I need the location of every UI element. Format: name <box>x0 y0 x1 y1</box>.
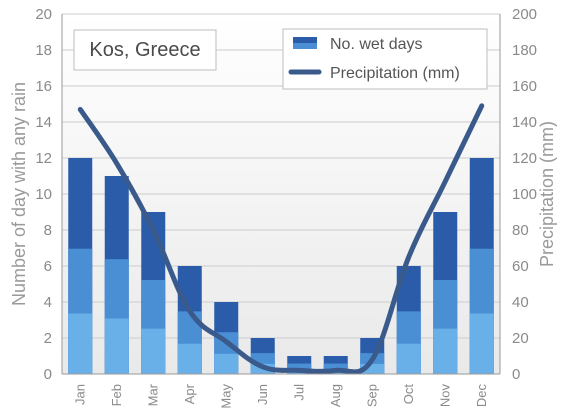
y-left-tick-label: 0 <box>44 366 52 383</box>
y-axis-right-title: Precipitation (mm) <box>537 121 557 267</box>
bar-segment-light <box>104 318 129 374</box>
y-left-tick-label: 20 <box>35 6 52 23</box>
x-tick-label-mar: Mar <box>145 383 160 406</box>
x-tick-label-aug: Aug <box>328 384 343 407</box>
bar-segment-light <box>396 343 421 374</box>
legend-wet-days-swatch-top <box>293 37 317 43</box>
legend-wet-days-label: No. wet days <box>330 36 422 53</box>
y-axis-left-title: Number of day with any rain <box>9 82 29 306</box>
y-right-tick-label: 20 <box>512 330 529 347</box>
y-left-tick-label: 4 <box>44 294 52 311</box>
y-right-tick-label: 160 <box>512 78 537 95</box>
legend-precip-label: Precipitation (mm) <box>330 65 460 82</box>
bars-wet-days <box>68 158 494 374</box>
y-left-tick-label: 10 <box>35 186 52 203</box>
y-right-tick-label: 200 <box>512 6 537 23</box>
bar-dec <box>469 158 494 374</box>
bar-segment-light <box>68 313 93 374</box>
bar-segment-light <box>177 343 202 374</box>
bar-segment-light <box>141 328 166 374</box>
x-tick-label-jul: Jul <box>291 384 306 401</box>
y-right-tick-label: 60 <box>512 258 529 275</box>
bar-segment-light <box>360 363 385 374</box>
precipitation-line <box>77 103 485 375</box>
y-left-tick-label: 12 <box>35 150 52 167</box>
chart-title-box: Kos, Greece <box>73 29 217 71</box>
x-tick-label-dec: Dec <box>474 384 489 408</box>
y-right-tick-label: 140 <box>512 114 537 131</box>
y-right-tick-label: 180 <box>512 42 537 59</box>
y-left-tick-label: 18 <box>35 42 52 59</box>
precipitation-line-layer <box>77 103 485 375</box>
x-tick-label-may: May <box>218 384 233 409</box>
bar-mar <box>141 212 166 374</box>
bar-segment-light <box>214 353 239 374</box>
y-left-tick-label: 2 <box>44 330 52 347</box>
bar-feb <box>104 176 129 374</box>
x-tick-label-sep: Sep <box>364 384 379 407</box>
bar-jan <box>68 158 93 374</box>
y-right-tick-label: 40 <box>512 294 529 311</box>
y-left-tick-label: 16 <box>35 78 52 95</box>
bar-apr <box>177 266 202 374</box>
y-right-tick-label: 80 <box>512 222 529 239</box>
tick-labels: 0246810121416182002040608010012014016018… <box>35 6 537 409</box>
legend: No. wet days Precipitation (mm) <box>282 28 488 90</box>
bar-segment-light <box>433 328 458 374</box>
legend-wet-days-swatch-bottom <box>293 43 317 49</box>
y-left-tick-label: 14 <box>35 114 52 131</box>
title-box-border <box>73 29 217 71</box>
chart-title: Kos, Greece <box>89 39 200 61</box>
x-tick-label-apr: Apr <box>182 383 197 404</box>
y-right-tick-label: 120 <box>512 150 537 167</box>
axes <box>61 14 501 375</box>
x-tick-label-feb: Feb <box>109 384 124 406</box>
y-right-tick-label: 0 <box>512 366 520 383</box>
bar-segment-light <box>469 313 494 374</box>
x-tick-label-nov: Nov <box>437 384 452 408</box>
x-tick-label-oct: Oct <box>401 384 416 405</box>
y-right-tick-label: 100 <box>512 186 537 203</box>
x-tick-label-jun: Jun <box>255 384 270 405</box>
bar-nov <box>433 212 458 374</box>
x-tick-label-jan: Jan <box>72 384 87 405</box>
y-left-tick-label: 6 <box>44 258 52 275</box>
y-left-tick-label: 8 <box>44 222 52 239</box>
